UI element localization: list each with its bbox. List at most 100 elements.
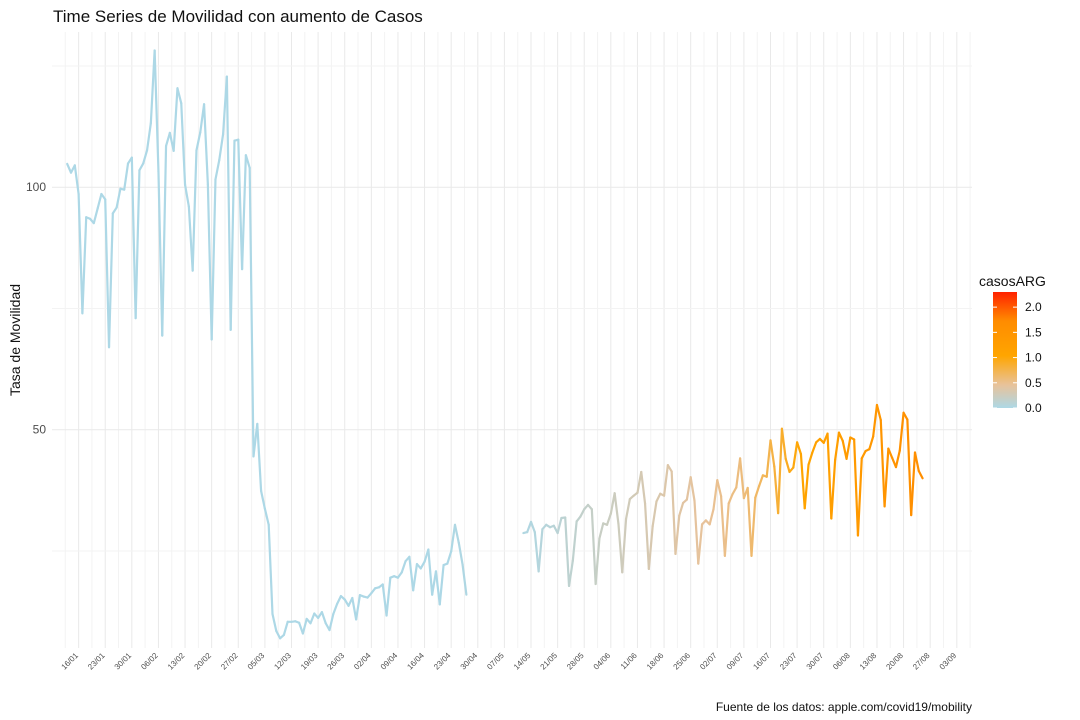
series-line-segment [461, 563, 468, 596]
x-tick-label: 13/02 [166, 651, 187, 672]
y-tick-label: 100 [26, 180, 46, 194]
x-tick-label: 13/08 [858, 651, 879, 672]
series-line-segment [875, 403, 882, 422]
x-tick-label: 02/04 [352, 651, 373, 672]
y-axis-label: Tasa de Movilidad [7, 284, 23, 396]
series-line-segment [301, 617, 308, 635]
series-line-segment [731, 486, 738, 496]
series-line-segment [256, 422, 263, 492]
series-line-segment [917, 469, 924, 480]
series-line-segment [385, 576, 392, 617]
series-line-segment [841, 439, 848, 460]
series-line-segment [73, 164, 80, 196]
series-line-segment [412, 562, 419, 592]
y-tick-label: 50 [33, 423, 47, 437]
series-line-segment [332, 602, 339, 616]
series-line-segment [157, 170, 164, 337]
x-tick-label: 20/08 [884, 651, 905, 672]
series-line-segment [408, 555, 415, 592]
series-line-segment [872, 403, 879, 438]
series-line-segment [662, 464, 669, 497]
series-line-segment [214, 158, 221, 181]
series-line-segment [754, 484, 761, 499]
series-line-segment [784, 457, 791, 474]
x-tick-label: 09/04 [379, 651, 400, 672]
series-line-segment [617, 522, 624, 574]
series-line-segment [225, 75, 232, 331]
series-line-segment [434, 570, 441, 606]
x-tick-label: 06/08 [831, 651, 852, 672]
legend-tick-label: 0.0 [1025, 401, 1042, 415]
x-tick-label: 23/07 [778, 651, 799, 672]
x-tick-label: 23/04 [432, 651, 453, 672]
series-line-segment [613, 492, 620, 525]
legend-tick-label: 2.0 [1025, 300, 1042, 314]
series-line-segment [427, 548, 434, 596]
series-line-segment [142, 149, 149, 165]
x-tick-label: 16/07 [751, 651, 772, 672]
x-tick-label: 21/05 [539, 651, 560, 672]
series-line-segment [66, 162, 73, 174]
series-line-segment [697, 523, 704, 565]
series-line-segment [123, 162, 130, 191]
series-line-segment [647, 525, 654, 571]
series-line-segment [674, 514, 681, 556]
series-line-segment [381, 583, 388, 617]
series-line-segment [526, 520, 533, 534]
x-tick-label: 11/06 [619, 651, 639, 671]
series-line-segment [693, 499, 700, 565]
series-line-segment [259, 489, 266, 510]
series-line-segment [887, 447, 894, 459]
series-line-segment [202, 103, 209, 186]
series-line-segment [883, 447, 890, 508]
series-line-segment [913, 451, 920, 473]
series-line-segment [769, 439, 776, 468]
series-line-segment [853, 438, 860, 537]
x-tick-label: 07/05 [485, 651, 506, 672]
series-line-segment [176, 87, 183, 105]
series-line-segment [792, 441, 799, 469]
legend-title: casosARG [979, 273, 1046, 289]
x-tick-label: 09/07 [725, 651, 746, 672]
series-line-segment [678, 501, 685, 517]
series-line-segment [837, 431, 844, 442]
series-line-segment [271, 612, 278, 633]
series-line-segment [206, 183, 213, 341]
series-line-segment [758, 474, 765, 488]
legend-ticks: 0.0 0.5 1.0 1.5 2.0 [993, 300, 1042, 415]
series-line-segment [244, 154, 251, 169]
series-line-segment [328, 612, 335, 632]
x-tick-label: 03/09 [938, 651, 959, 672]
series-line-segment [450, 523, 457, 553]
series-line-segment [811, 441, 818, 454]
series-line-segment [210, 178, 217, 341]
series-line-segment [81, 216, 88, 315]
series-line-segment [438, 563, 445, 606]
series-line-segment [104, 198, 111, 349]
series-line-segment [624, 497, 631, 521]
x-tick-label: 16/04 [405, 651, 426, 672]
series-line-segment [643, 502, 650, 571]
series-line-segment [134, 169, 141, 320]
series-line-segment [145, 122, 152, 152]
series-line-segment [191, 149, 198, 272]
series-line-segment [111, 206, 118, 215]
series-line-segment [567, 559, 574, 588]
series-line-segment [533, 530, 540, 573]
series-line-segment [902, 411, 909, 421]
series-line-segment [765, 439, 772, 478]
series-line-segment [263, 507, 270, 526]
x-tick-label: 14/05 [512, 651, 533, 672]
x-tick-label: 30/04 [459, 651, 480, 672]
series-line-segment [138, 162, 145, 172]
series-line-segment [826, 432, 833, 520]
series-line-segment [336, 595, 343, 605]
x-tick-label: 16/01 [59, 651, 80, 672]
series-line-segment [400, 560, 407, 574]
series-line-segment [719, 495, 726, 557]
series-line-segment [796, 441, 803, 456]
x-tick-label: 12/03 [272, 651, 293, 672]
series-line-segment [579, 508, 586, 518]
series-line-segment [590, 508, 597, 586]
